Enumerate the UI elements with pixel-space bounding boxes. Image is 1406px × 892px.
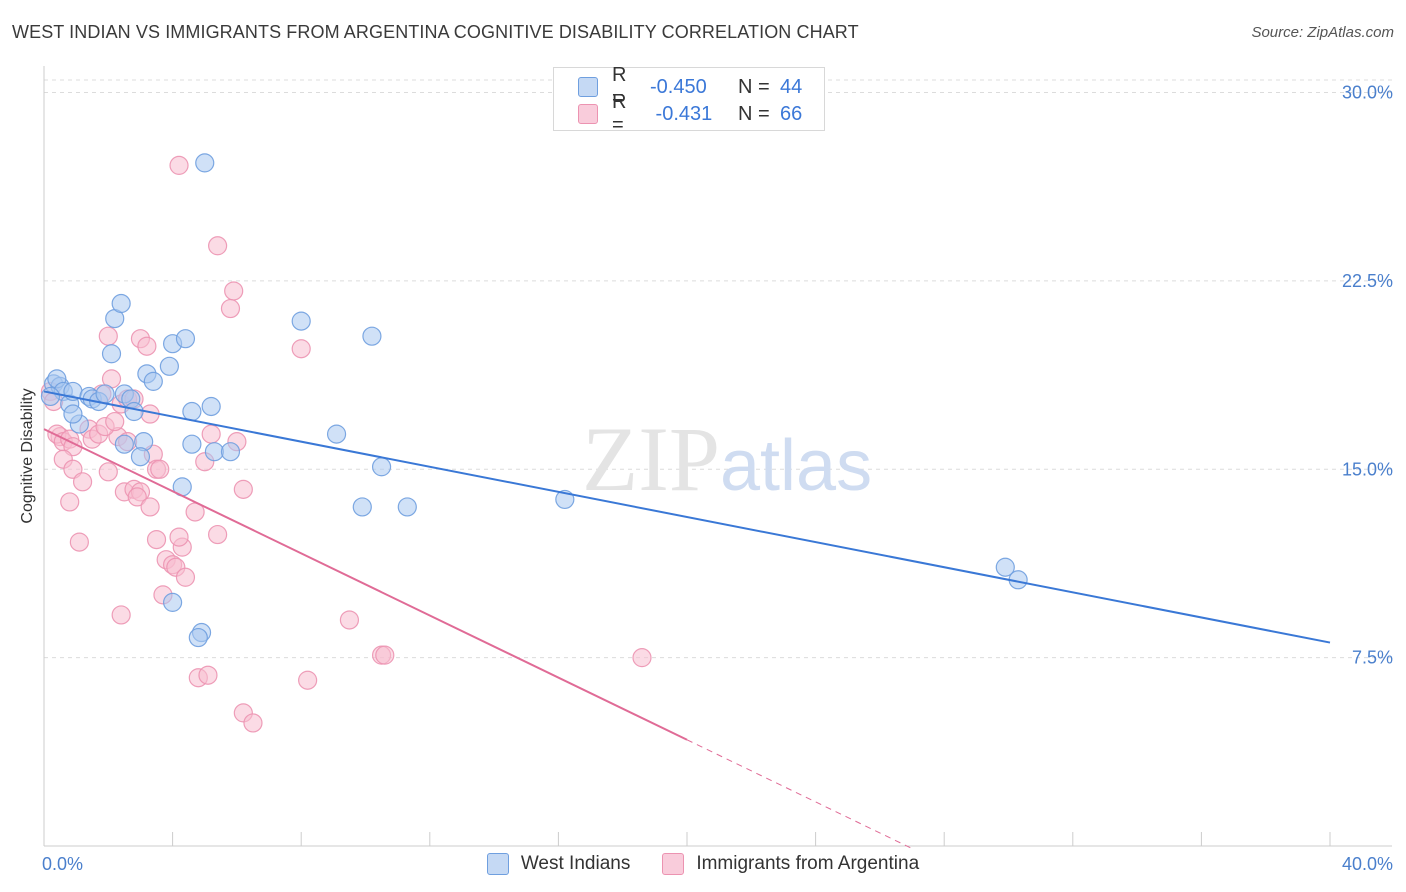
west-indian-point — [362, 326, 382, 346]
west-indian-trend-line — [43, 390, 1331, 644]
argentina-point — [169, 155, 189, 175]
west-indian-point — [163, 592, 183, 612]
argentina-point — [60, 492, 80, 512]
argentina-point — [243, 713, 263, 733]
x-tick-label-max: 40.0% — [1342, 854, 1393, 874]
west-indian-point — [291, 311, 311, 331]
tick-labels: 7.5% 15.0% 22.5% 30.0% 0.0% 40.0% — [42, 83, 1393, 874]
west-indian-point — [352, 497, 372, 517]
west-indian-point — [40, 386, 61, 407]
trend-lines — [43, 390, 1331, 849]
argentina-point — [233, 479, 253, 499]
west-indian-point — [182, 434, 202, 454]
stats-legend: R = -0.450 N = 44 R = -0.431 N = 66 — [553, 64, 825, 136]
argentina-point — [291, 339, 311, 359]
west-indian-point — [114, 434, 134, 454]
r-value: -0.431 — [650, 102, 713, 125]
argentina-point — [298, 670, 318, 690]
r-value: -0.450 — [650, 75, 707, 98]
r-label: R = — [612, 91, 627, 136]
n-value: 44 — [780, 75, 803, 98]
west-indian-point — [111, 293, 131, 314]
argentina-point — [98, 326, 118, 346]
argentina-point — [140, 497, 160, 517]
argentina-point — [111, 605, 131, 625]
argentina-point — [198, 665, 218, 685]
argentina-point — [127, 487, 147, 507]
west-indian-point — [195, 153, 215, 173]
west-indian-point — [188, 627, 208, 648]
legend-item-west-indians: West Indians — [486, 853, 631, 875]
west-indian-point — [63, 404, 83, 424]
pink-swatch — [662, 853, 685, 875]
argentina-trend-line — [43, 428, 688, 741]
argentina-point — [632, 648, 652, 668]
pink-swatch — [578, 104, 598, 124]
axes — [43, 66, 1392, 847]
gridlines — [44, 79, 1392, 659]
west-indian-point — [201, 396, 221, 417]
watermark-atlas: atlas — [720, 426, 872, 506]
argentina-point — [208, 524, 228, 545]
argentina-point — [175, 567, 196, 587]
argentina-point — [146, 529, 167, 550]
west-indian-point — [371, 457, 392, 477]
source-label: Source: ZipAtlas.com — [1251, 24, 1394, 41]
argentina-point — [98, 462, 118, 482]
argentina-point — [224, 281, 244, 301]
y-tick-label: 22.5% — [1342, 271, 1393, 291]
watermark-zip: ZIP — [582, 408, 720, 510]
y-tick-label: 7.5% — [1352, 648, 1393, 668]
legend-label: West Indians — [520, 853, 631, 874]
n-value: 66 — [780, 102, 803, 125]
r-label: R = — [612, 64, 627, 109]
west-indian-point — [995, 557, 1015, 577]
argentina-point — [339, 610, 360, 630]
stats-row-argentina: R = -0.431 N = 66 — [554, 91, 803, 136]
blue-swatch — [486, 853, 509, 875]
chart-title: WEST INDIAN VS IMMIGRANTS FROM ARGENTINA… — [12, 22, 859, 42]
west-indian-point — [124, 401, 144, 422]
legend-item-argentina: Immigrants from Argentina — [662, 853, 919, 875]
y-tick-label: 15.0% — [1342, 459, 1393, 479]
west-indian-point — [101, 344, 122, 364]
west-indian-point — [175, 329, 196, 349]
west-indian-point — [326, 424, 347, 444]
west-indian-point — [143, 371, 163, 391]
n-label: N = — [738, 75, 770, 98]
data-points — [40, 153, 1028, 733]
argentina-point — [208, 236, 228, 256]
west-indian-point — [130, 447, 151, 467]
argentina-point — [137, 336, 157, 356]
argentina-point — [220, 298, 241, 319]
argentina-trend-extension — [686, 739, 913, 849]
series-legend: West Indians Immigrants from Argentina — [0, 851, 1406, 877]
y-tick-label: 30.0% — [1342, 83, 1393, 103]
argentina-point — [169, 527, 189, 547]
argentina-point — [150, 459, 170, 479]
argentina-point — [105, 411, 125, 432]
argentina-point — [72, 472, 93, 492]
west-indian-point — [397, 497, 417, 517]
n-label: N = — [738, 102, 770, 125]
legend-label: Immigrants from Argentina — [696, 853, 920, 874]
west-indian-point — [182, 401, 202, 422]
x-tick-label-min: 0.0% — [42, 854, 83, 874]
blue-swatch — [578, 77, 598, 97]
argentina-point — [69, 532, 89, 552]
west-indian-point — [204, 442, 224, 462]
argentina-point — [375, 645, 395, 665]
west-indian-point — [95, 384, 115, 404]
west-indian-point — [159, 356, 179, 376]
argentina-point — [201, 424, 221, 444]
west-indian-point — [220, 442, 241, 462]
stats-row-west-indians: R = -0.450 N = 44 — [554, 64, 803, 109]
